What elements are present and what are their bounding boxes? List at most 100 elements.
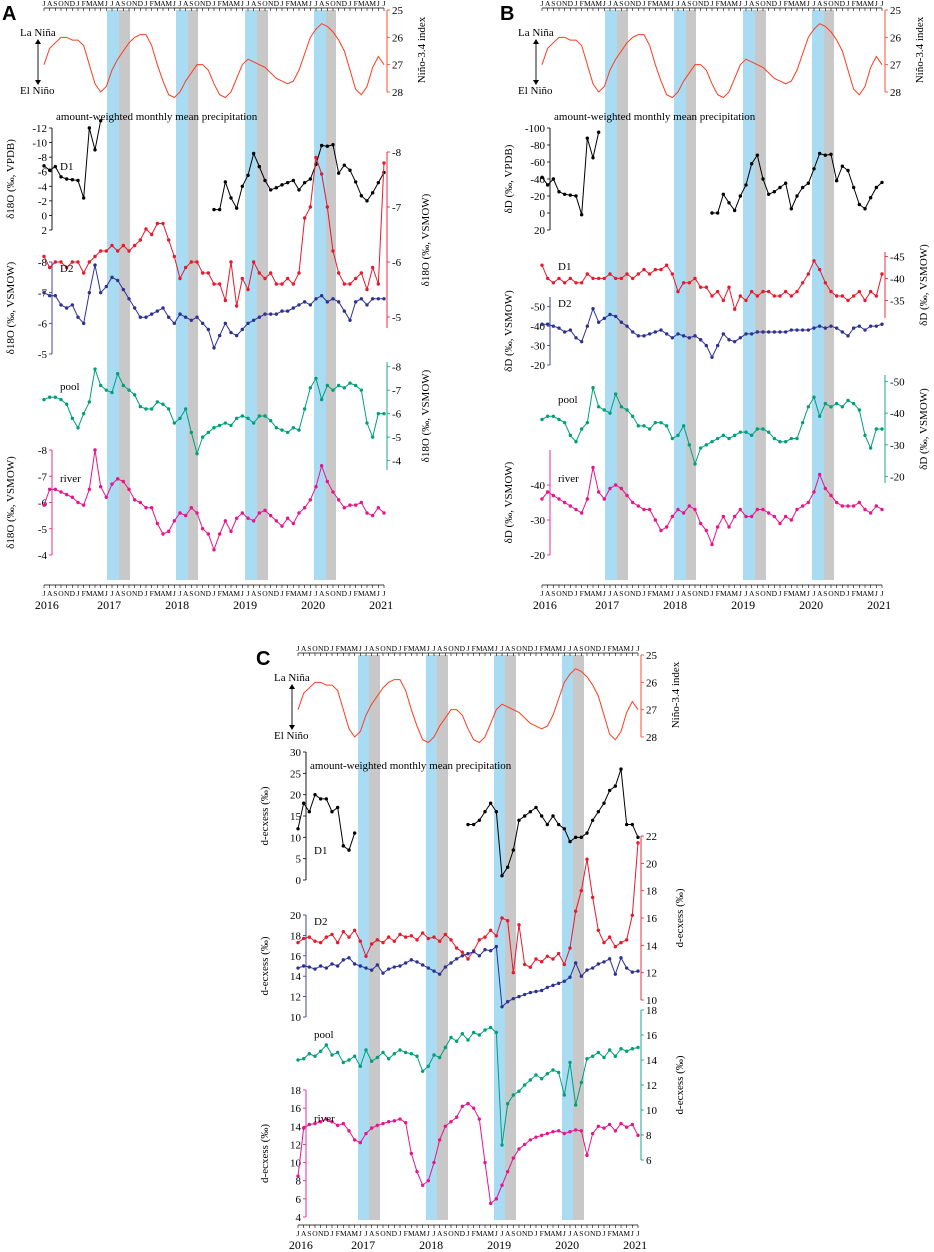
month-tick-label: J — [281, 589, 284, 598]
river-data-point — [681, 511, 686, 515]
pool-data-point — [365, 421, 369, 425]
d2-data-point — [795, 328, 799, 332]
d1-data-point — [715, 289, 720, 294]
pool-data-point — [364, 1048, 368, 1052]
nino-series-line — [43, 23, 385, 99]
pool-data-point — [336, 383, 341, 388]
precip-data-point — [789, 207, 794, 211]
precip-axis-tick-label: -80 — [530, 140, 545, 152]
river-data-point — [314, 485, 318, 489]
d1-data-point — [551, 281, 556, 285]
d2-data-point — [619, 320, 624, 324]
precip-axis-tick-label: -12 — [32, 123, 47, 135]
d1-data-point — [608, 272, 612, 276]
pool-data-point — [613, 392, 618, 396]
pool-data-point — [494, 1030, 499, 1035]
month-tick-label: J — [745, 589, 748, 598]
river-data-point — [579, 511, 584, 515]
d1-data-point — [749, 289, 754, 294]
d2-data-point — [331, 297, 335, 301]
series-label-river: river — [60, 473, 81, 485]
d1-data-point — [698, 285, 703, 289]
river-data-point — [341, 1121, 346, 1126]
d2-data-point — [659, 328, 663, 332]
pool-data-point — [302, 407, 307, 411]
month-tick-label: J — [427, 644, 430, 653]
month-tick-label: J — [467, 644, 470, 653]
month-tick-label: A — [794, 0, 800, 8]
el-nino-band-gray — [369, 655, 380, 1220]
d2-data-point — [336, 300, 341, 304]
d2-data-point — [325, 300, 330, 304]
month-tick-label: S — [307, 644, 311, 653]
enso-arrow-down-icon — [289, 725, 295, 730]
precip-title: amount-weighted monthly mean precipitati… — [310, 760, 512, 772]
d1-data-point — [369, 942, 374, 946]
d2-data-point — [341, 958, 346, 962]
month-tick-label: A — [251, 0, 257, 8]
pool-data-point — [318, 1049, 323, 1053]
precip-axis-label: d-ecxess (‰) — [259, 786, 271, 845]
nino-axis-tick-label: 25 — [890, 5, 902, 17]
precip-data-point — [573, 835, 578, 840]
river-data-point — [110, 482, 114, 486]
pool-data-point — [297, 428, 301, 432]
river-data-point — [505, 1169, 510, 1174]
d1-data-point — [432, 935, 436, 939]
river-data-point — [568, 504, 573, 508]
pool-data-point — [829, 405, 833, 409]
month-tick-label: M — [867, 589, 874, 598]
month-tick-label: M — [408, 644, 415, 653]
year-label: 2017 — [351, 1238, 375, 1252]
month-tick-label: J — [495, 1229, 498, 1238]
month-tick-label: J — [541, 0, 544, 8]
d1-data-point — [823, 281, 828, 285]
month-tick-label: S — [443, 1229, 447, 1238]
series-label-d1: D1 — [60, 161, 73, 173]
river-axis-tick-label: -7 — [38, 471, 48, 483]
month-tick-label: J — [399, 644, 402, 653]
nino-axis-label: Niño-3.4 index — [914, 16, 926, 83]
d2-data-point — [596, 962, 601, 966]
d1-data-point — [172, 254, 177, 259]
precip-axis-tick-label: 0 — [540, 208, 546, 220]
month-tick-label: M — [165, 589, 172, 598]
river-data-point — [280, 524, 284, 528]
d1-data-point — [783, 289, 788, 294]
precip-data-point — [297, 188, 301, 192]
pool-data-point — [755, 427, 760, 431]
month-tick-label: M — [369, 589, 376, 598]
month-tick-label: O — [448, 1229, 454, 1238]
pool-axis-tick-label: 8 — [646, 1130, 652, 1142]
month-tick-label: A — [346, 1229, 352, 1238]
pool-data-point — [420, 1069, 425, 1073]
precip-data-point — [857, 202, 862, 207]
month-tick-label: O — [624, 0, 630, 8]
year-label: 2018 — [165, 598, 189, 612]
d2-axis-tick-label: -6 — [38, 318, 48, 330]
pool-data-point — [749, 433, 754, 438]
river-data-point — [251, 519, 256, 523]
d2-data-point — [630, 330, 635, 334]
pool-data-point — [234, 416, 239, 421]
pool-data-point — [619, 405, 624, 409]
river-data-point — [217, 532, 222, 536]
month-tick-label: M — [555, 1229, 562, 1238]
d2-data-point — [359, 297, 364, 301]
pool-data-point — [319, 397, 324, 402]
d2-data-point — [591, 306, 595, 311]
river-axis-tick-label: 4 — [296, 1212, 302, 1224]
pool-data-point — [704, 443, 709, 447]
d2-data-point — [846, 334, 850, 338]
month-tick-label: O — [194, 0, 200, 8]
d1-axis-tick-label: 12 — [646, 968, 657, 980]
month-tick-label: A — [251, 589, 257, 598]
month-tick-label: M — [856, 589, 863, 598]
month-tick-label: M — [487, 644, 494, 653]
d2-data-point — [761, 330, 765, 334]
d2-data-point — [772, 330, 777, 334]
pool-data-point — [812, 395, 816, 399]
d2-data-point — [488, 949, 493, 953]
nino-axis-tick-label: 27 — [392, 60, 404, 72]
precip-data-point — [319, 143, 324, 148]
